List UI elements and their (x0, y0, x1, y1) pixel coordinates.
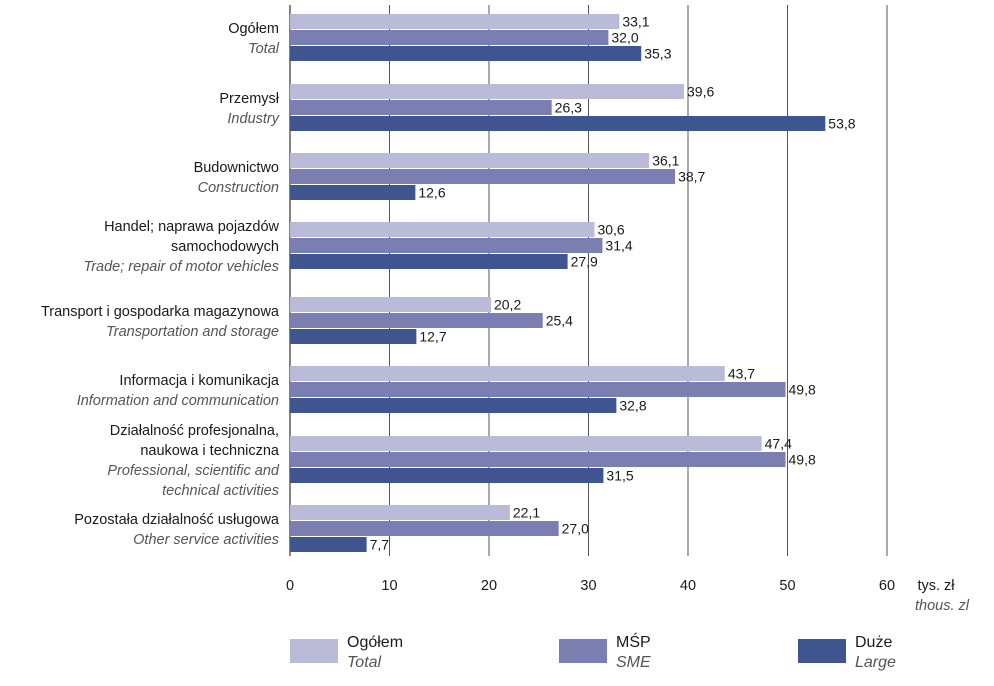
bar (290, 366, 725, 381)
category-label: Pozostała działalność usługowa (74, 512, 280, 528)
category-label: Informacja i komunikacja (119, 373, 279, 389)
bar (290, 30, 609, 45)
bar (290, 313, 543, 328)
category-label-english: Trade; repair of motor vehicles (83, 259, 279, 275)
x-tick-label: 10 (381, 578, 397, 594)
legend: Ogółem Total MŚP SME Duże Large (290, 632, 896, 671)
category-label-english: Construction (198, 180, 279, 196)
data-label: 12,7 (419, 329, 446, 345)
category-label-english: Total (248, 41, 280, 57)
x-tick-label: 50 (779, 578, 795, 594)
x-tick-label: 60 (879, 578, 895, 594)
x-axis: 0 10 20 30 40 50 60 tys. zł thous. zl (286, 578, 970, 614)
bar (290, 468, 604, 483)
data-label: 49,8 (789, 382, 816, 398)
data-label: 49,8 (789, 452, 816, 468)
bar (290, 100, 552, 115)
bar (290, 238, 603, 253)
bar (290, 169, 676, 184)
category-label: Handel; naprawa pojazdów (104, 219, 279, 235)
category-label-english: technical activities (162, 483, 279, 499)
category-label: Budownictwo (194, 160, 279, 176)
data-label: 39,6 (687, 84, 714, 100)
bar (290, 14, 620, 29)
value-labels: 33,132,0 35,3 39,6 26,3 53,8 36,138,7 12,6 30,6… (370, 14, 856, 553)
category-label-english: Industry (227, 111, 279, 127)
data-label: 30,6 (597, 222, 624, 238)
bar (290, 436, 762, 451)
bar (290, 84, 685, 99)
x-axis-unit-english: thous. zl (915, 598, 970, 614)
category-label-english: Transportation and storage (106, 324, 279, 340)
data-label: 33,1 (622, 14, 649, 30)
bar (290, 537, 367, 552)
bars (290, 14, 826, 552)
data-label: 27,9 (571, 254, 598, 270)
bar (290, 398, 617, 413)
data-label: 20,2 (494, 297, 521, 313)
data-label: 36,1 (652, 153, 679, 169)
data-label: 12,6 (418, 185, 445, 201)
category-label: naukowa i techniczna (140, 443, 280, 459)
bar (290, 222, 595, 237)
bar (290, 116, 826, 131)
data-label: 47,4 (765, 436, 792, 452)
data-label: 43,7 (728, 366, 755, 382)
category-label: Transport i gospodarka magazynowa (41, 304, 280, 320)
x-tick-label: 30 (580, 578, 596, 594)
data-label: 38,7 (678, 169, 705, 185)
legend-swatch (290, 639, 338, 663)
x-tick-label: 0 (286, 578, 294, 594)
data-label: 53,8 (828, 116, 855, 132)
category-label-english: Professional, scientific and (107, 463, 280, 479)
bar (290, 153, 650, 168)
legend-label-english: SME (616, 654, 651, 671)
category-label-english: Other service activities (133, 532, 279, 548)
legend-swatch (798, 639, 846, 663)
legend-swatch (559, 639, 607, 663)
legend-label: MŚP (616, 632, 651, 651)
category-label: samochodowych (171, 239, 279, 255)
legend-label: Ogółem (347, 634, 403, 651)
bar (290, 297, 491, 312)
bar (290, 505, 510, 520)
x-tick-label: 20 (481, 578, 497, 594)
bar (290, 452, 786, 467)
legend-label: Duże (855, 634, 892, 651)
data-label: 27,0 (562, 521, 589, 537)
data-label: 25,4 (546, 313, 573, 329)
category-label: Ogółem (228, 21, 279, 37)
data-label: 7,7 (370, 537, 390, 553)
category-label-english: Information and communication (77, 393, 279, 409)
data-label: 31,5 (606, 468, 633, 484)
x-tick-label: 40 (680, 578, 696, 594)
bar (290, 254, 568, 269)
legend-label-english: Total (347, 654, 382, 671)
category-label: Przemysł (219, 91, 279, 107)
data-label: 26,3 (555, 100, 582, 116)
bar (290, 185, 416, 200)
category-label: Działalność profesjonalna, (110, 423, 279, 439)
bar (290, 521, 559, 536)
data-label: 32,0 (611, 30, 638, 46)
bar (290, 329, 417, 344)
data-label: 22,1 (513, 505, 540, 521)
legend-label-english: Large (855, 654, 896, 671)
bar (290, 382, 786, 397)
data-label: 32,8 (619, 398, 646, 414)
data-label: 35,3 (644, 46, 671, 62)
bar (290, 46, 642, 61)
data-label: 31,4 (605, 238, 632, 254)
x-axis-unit: tys. zł (917, 578, 955, 594)
category-labels: Ogółem Total Przemysł Industry Budownictwo Co… (41, 21, 280, 548)
